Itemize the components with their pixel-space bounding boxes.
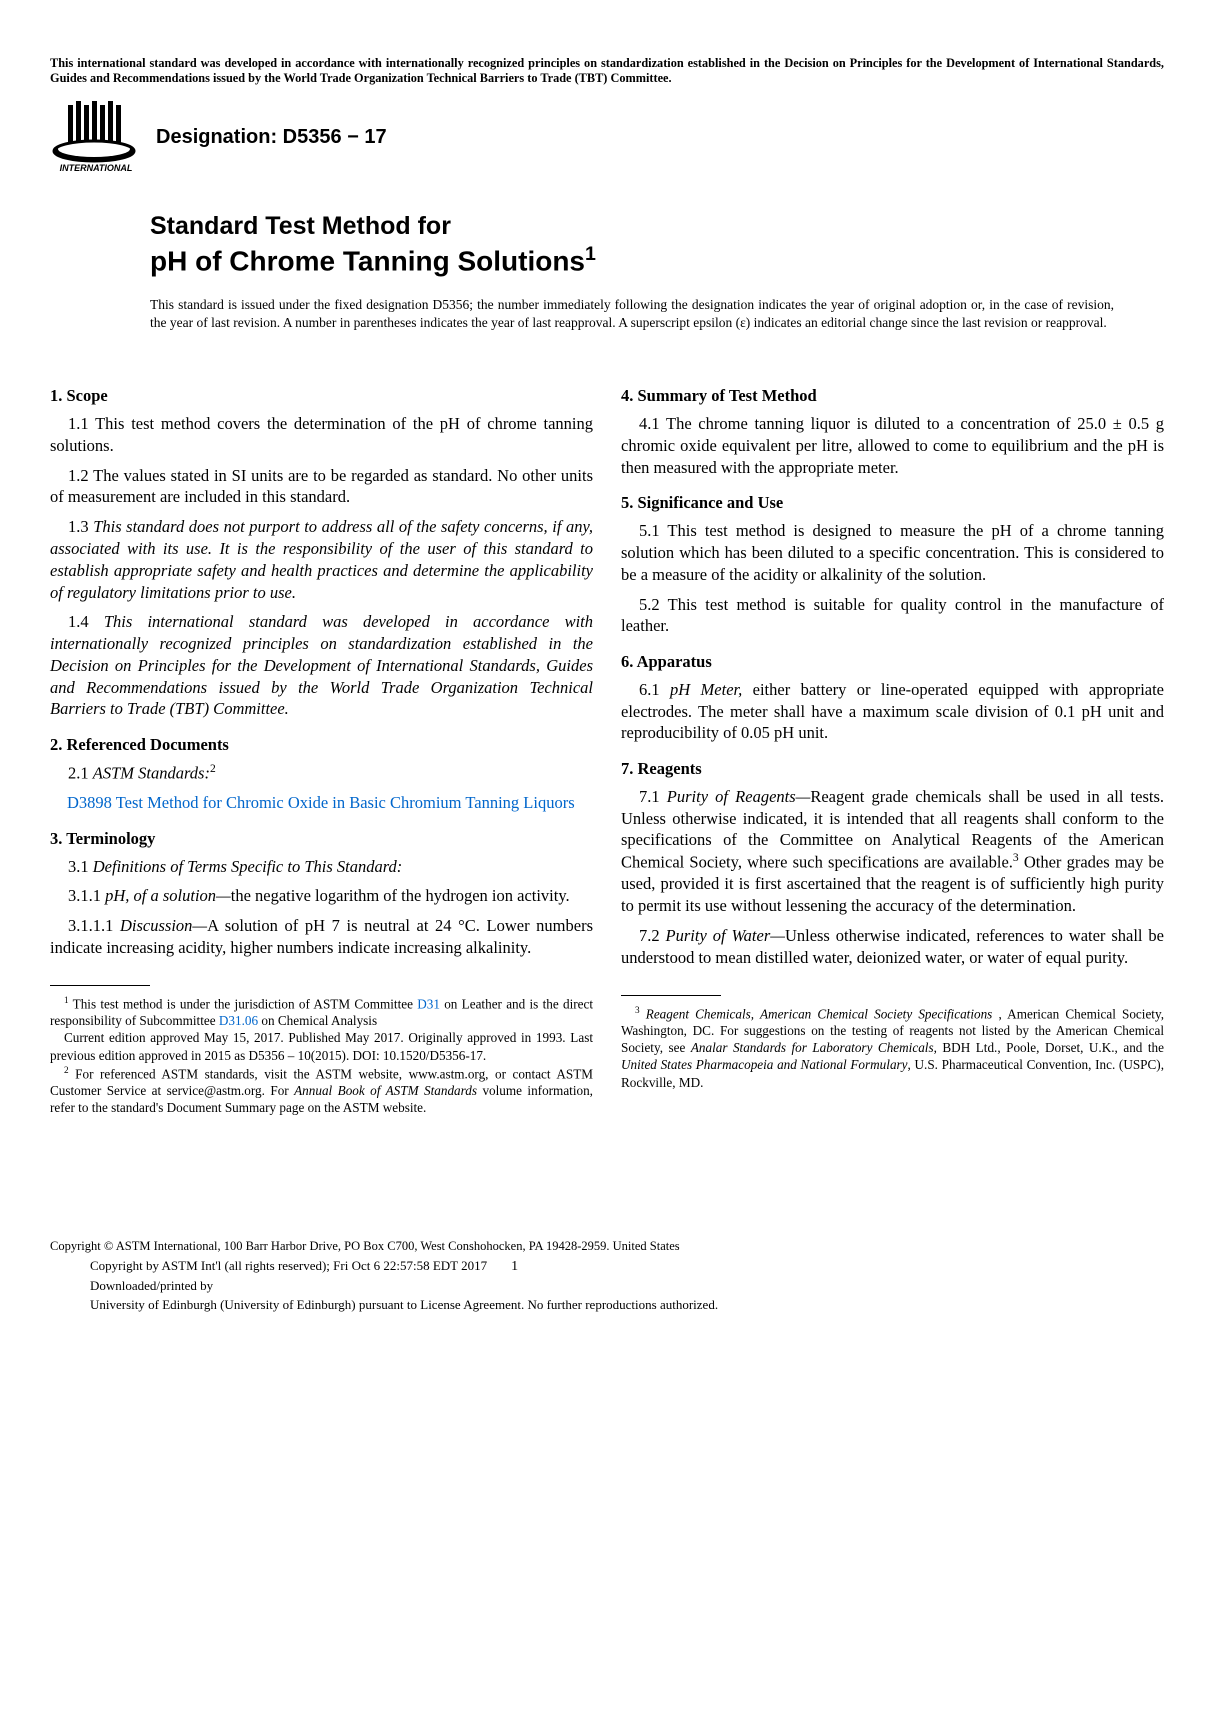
para-1-3: 1.3 This standard does not purport to ad… — [50, 516, 593, 603]
issuance-note: This standard is issued under the fixed … — [150, 296, 1114, 331]
body-columns: 1. Scope 1.1 This test method covers the… — [50, 371, 1164, 1116]
para-7-1: 7.1 Purity of Reagents—Reagent grade che… — [621, 786, 1164, 917]
section-2-head: 2. Referenced Documents — [50, 734, 593, 756]
title-line1: Standard Test Method for — [150, 211, 1164, 242]
header-row: INTERNATIONAL Designation: D5356 − 17 — [50, 99, 1164, 175]
copyright-line3: Downloaded/printed by — [90, 1277, 1164, 1296]
astm-logo: INTERNATIONAL — [50, 99, 142, 175]
page-number: 1 — [511, 1257, 518, 1277]
para-3-1-1-1: 3.1.1.1 Discussion—A solution of pH 7 is… — [50, 915, 593, 959]
left-column: 1. Scope 1.1 This test method covers the… — [50, 371, 593, 1116]
para-1-1: 1.1 This test method covers the determin… — [50, 413, 593, 457]
para-2-1: 2.1 ASTM Standards:2 — [50, 762, 593, 784]
title-block: Standard Test Method for pH of Chrome Ta… — [150, 211, 1164, 279]
para-5-1: 5.1 This test method is designed to meas… — [621, 520, 1164, 585]
para-3-1: 3.1 Definitions of Terms Specific to Thi… — [50, 856, 593, 878]
footnote-3: 3 Reagent Chemicals, American Chemical S… — [621, 1004, 1164, 1091]
section-1-head: 1. Scope — [50, 385, 593, 407]
para-3-1-1: 3.1.1 pH, of a solution—the negative log… — [50, 885, 593, 907]
copyright-line1: Copyright © ASTM International, 100 Barr… — [50, 1237, 1164, 1255]
para-5-2: 5.2 This test method is suitable for qua… — [621, 594, 1164, 638]
section-7-head: 7. Reagents — [621, 758, 1164, 780]
footnote-1b: Current edition approved May 15, 2017. P… — [50, 1029, 593, 1063]
section-6-head: 6. Apparatus — [621, 651, 1164, 673]
svg-text:INTERNATIONAL: INTERNATIONAL — [60, 163, 133, 173]
title-line2: pH of Chrome Tanning Solutions1 — [150, 242, 1164, 278]
footnote-rule-left — [50, 985, 150, 986]
para-6-1: 6.1 pH Meter, either battery or line-ope… — [621, 679, 1164, 744]
footnote-2: 2 For referenced ASTM standards, visit t… — [50, 1064, 593, 1117]
footnote-1: 1 This test method is under the jurisdic… — [50, 994, 593, 1030]
footnote-rule-right — [621, 995, 721, 996]
right-column: 4. Summary of Test Method 4.1 The chrome… — [621, 371, 1164, 1116]
ref-link-d3898[interactable]: D3898 — [67, 793, 112, 812]
ref-d3898: D3898 Test Method for Chromic Oxide in B… — [84, 792, 593, 814]
section-3-head: 3. Terminology — [50, 828, 593, 850]
section-5-head: 5. Significance and Use — [621, 492, 1164, 514]
top-notice: This international standard was develope… — [50, 56, 1164, 87]
para-7-2: 7.2 Purity of Water—Unless otherwise ind… — [621, 925, 1164, 969]
para-1-2: 1.2 The values stated in SI units are to… — [50, 465, 593, 509]
para-1-4: 1.4 This international standard was deve… — [50, 611, 593, 720]
copyright-line4: University of Edinburgh (University of E… — [90, 1296, 1164, 1315]
link-d31[interactable]: D31 — [417, 996, 440, 1011]
link-d31-06[interactable]: D31.06 — [219, 1013, 258, 1028]
para-4-1: 4.1 The chrome tanning liquor is diluted… — [621, 413, 1164, 478]
section-4-head: 4. Summary of Test Method — [621, 385, 1164, 407]
designation: Designation: D5356 − 17 — [156, 124, 387, 150]
copyright-line2: Copyright by ASTM Int'l (all rights rese… — [90, 1257, 1164, 1277]
copyright-block: Copyright © ASTM International, 100 Barr… — [50, 1237, 1164, 1315]
